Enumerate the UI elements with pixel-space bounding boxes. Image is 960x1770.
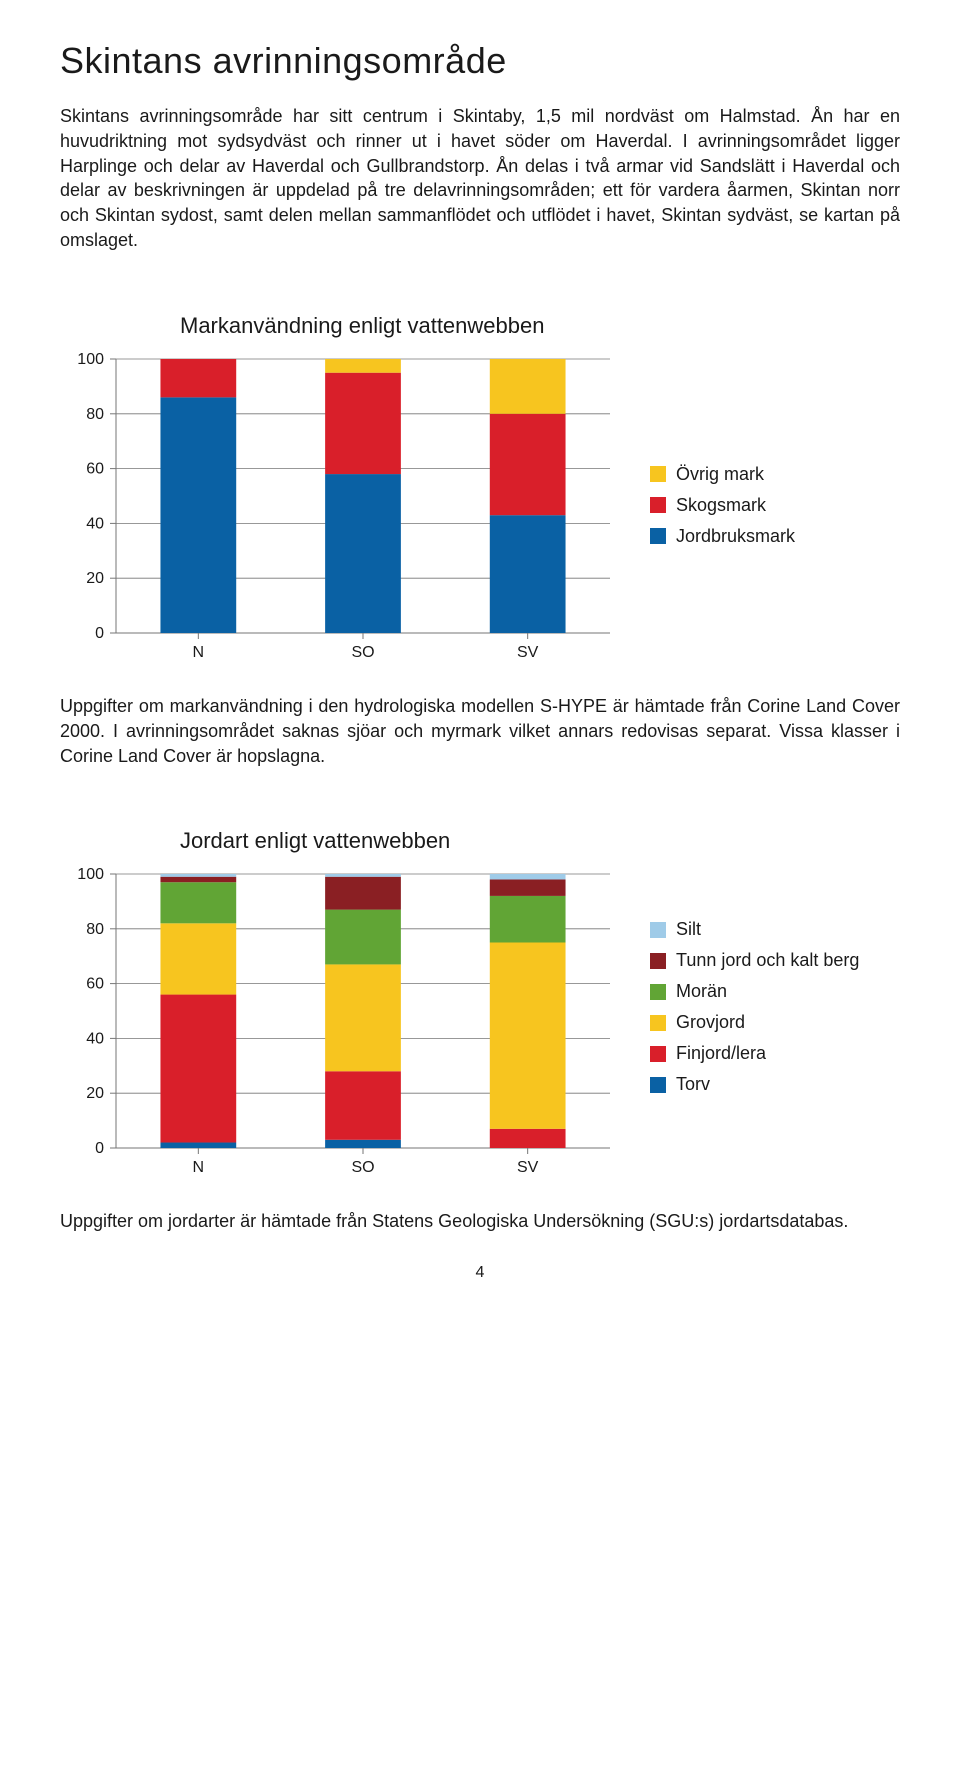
bar-segment	[490, 414, 566, 515]
bar-segment	[325, 1140, 401, 1148]
legend-item: Morän	[650, 981, 859, 1002]
page-title: Skintans avrinningsområde	[60, 40, 900, 82]
svg-text:60: 60	[86, 461, 104, 478]
chart2-caption: Uppgifter om jordarter är hämtade från S…	[60, 1209, 900, 1234]
legend-swatch	[650, 953, 666, 969]
svg-text:N: N	[193, 644, 205, 661]
svg-text:SV: SV	[517, 1159, 539, 1176]
bar-segment	[325, 359, 401, 373]
legend-label: Finjord/lera	[676, 1043, 766, 1064]
svg-text:0: 0	[95, 625, 104, 642]
legend-item: Skogsmark	[650, 495, 795, 516]
chart2-legend: Silt Tunn jord och kalt berg Morän Grovjord…	[650, 919, 859, 1105]
legend-swatch	[650, 1077, 666, 1093]
chart1-container: 0 20 40 60 80 100 N SO SV Övrig mark Skogsmark Jor…	[60, 349, 900, 669]
chart2-svg: 0 20 40 60 80 100 N SO SV	[60, 864, 620, 1184]
bar-segment	[325, 373, 401, 474]
svg-text:60: 60	[86, 976, 104, 993]
svg-text:N: N	[193, 1159, 205, 1176]
chart1-legend: Övrig mark Skogsmark Jordbruksmark	[650, 464, 795, 557]
bar-segment	[325, 874, 401, 877]
bar-segment	[160, 874, 236, 877]
bar-segment	[325, 474, 401, 633]
svg-text:0: 0	[95, 1140, 104, 1157]
bar-segment	[490, 896, 566, 943]
svg-text:40: 40	[86, 515, 104, 532]
svg-text:80: 80	[86, 921, 104, 938]
legend-label: Tunn jord och kalt berg	[676, 950, 859, 971]
bar-segment	[160, 397, 236, 633]
bar-segment	[160, 883, 236, 924]
legend-swatch	[650, 984, 666, 1000]
legend-label: Grovjord	[676, 1012, 745, 1033]
legend-item: Grovjord	[650, 1012, 859, 1033]
legend-item: Tunn jord och kalt berg	[650, 950, 859, 971]
bar-segment	[160, 877, 236, 882]
chart2-title: Jordart enligt vattenwebben	[180, 828, 900, 854]
bar-segment	[490, 880, 566, 896]
legend-label: Jordbruksmark	[676, 526, 795, 547]
svg-text:40: 40	[86, 1031, 104, 1048]
svg-text:SV: SV	[517, 644, 539, 661]
legend-swatch	[650, 466, 666, 482]
legend-label: Silt	[676, 919, 701, 940]
bar-segment	[160, 1143, 236, 1148]
bar-segment	[325, 877, 401, 910]
legend-swatch	[650, 1046, 666, 1062]
legend-label: Skogsmark	[676, 495, 766, 516]
chart2-container: 0 20 40 60 80 100 N SO SV Silt Tunn jord och kalt…	[60, 864, 900, 1184]
svg-text:80: 80	[86, 406, 104, 423]
svg-text:100: 100	[77, 866, 104, 883]
bar-segment	[490, 359, 566, 414]
bar-segment	[160, 995, 236, 1143]
legend-swatch	[650, 497, 666, 513]
bar-segment	[490, 874, 566, 879]
bar-segment	[490, 515, 566, 633]
bar-segment	[490, 943, 566, 1129]
svg-text:SO: SO	[351, 644, 374, 661]
svg-text:100: 100	[77, 351, 104, 368]
legend-item: Finjord/lera	[650, 1043, 859, 1064]
legend-label: Övrig mark	[676, 464, 764, 485]
bar-segment	[160, 359, 236, 397]
bar-segment	[490, 1129, 566, 1148]
page-number: 4	[60, 1264, 900, 1282]
bar-segment	[160, 924, 236, 995]
legend-label: Torv	[676, 1074, 710, 1095]
intro-paragraph: Skintans avrinningsområde har sitt centr…	[60, 104, 900, 253]
legend-swatch	[650, 1015, 666, 1031]
bar-segment	[325, 965, 401, 1072]
legend-item: Torv	[650, 1074, 859, 1095]
legend-label: Morän	[676, 981, 727, 1002]
svg-text:20: 20	[86, 570, 104, 587]
legend-swatch	[650, 528, 666, 544]
legend-item: Jordbruksmark	[650, 526, 795, 547]
legend-swatch	[650, 922, 666, 938]
chart1-svg: 0 20 40 60 80 100 N SO SV	[60, 349, 620, 669]
chart1-caption: Uppgifter om markanvändning i den hydrol…	[60, 694, 900, 768]
legend-item: Övrig mark	[650, 464, 795, 485]
chart1-title: Markanvändning enligt vattenwebben	[180, 313, 900, 339]
bar-segment	[325, 910, 401, 965]
bar-segment	[325, 1072, 401, 1141]
legend-item: Silt	[650, 919, 859, 940]
svg-text:20: 20	[86, 1086, 104, 1103]
svg-text:SO: SO	[351, 1159, 374, 1176]
